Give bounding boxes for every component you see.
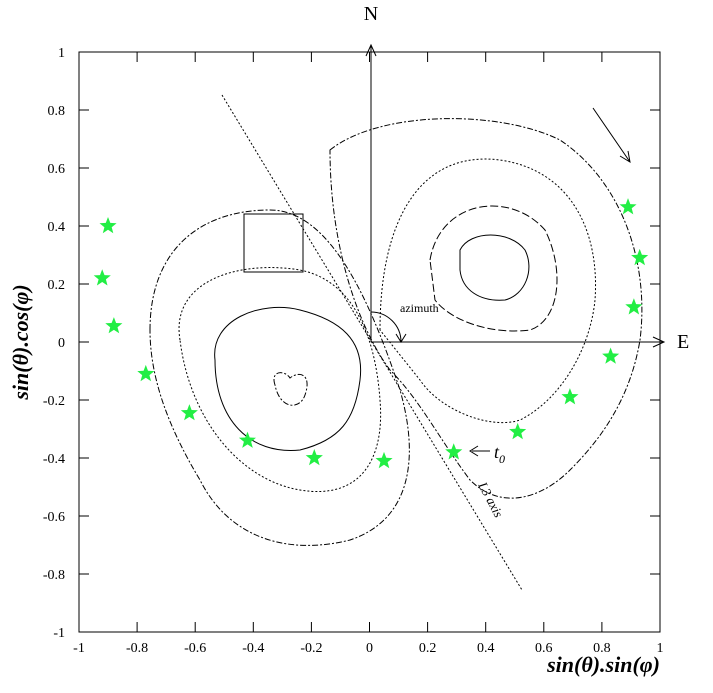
star-marker	[137, 364, 155, 382]
t0-label: t0	[494, 442, 505, 466]
star-marker	[631, 248, 649, 266]
star-marker	[619, 198, 637, 215]
star-marker	[602, 347, 620, 364]
x-tick-label: -1	[73, 641, 85, 656]
x-tick-label: -0.6	[184, 641, 206, 656]
x-tick-label: 0.8	[593, 641, 611, 656]
x-tick-label: 1	[657, 641, 664, 656]
star-marker	[93, 269, 111, 286]
contours	[149, 43, 666, 591]
y-tick-label: 1	[58, 46, 65, 61]
x-tick-label: 0.4	[477, 641, 495, 656]
x-tick-label: 0	[366, 641, 373, 656]
y-tick-label: 0.8	[48, 104, 66, 119]
azimuth-label: azimuth	[400, 301, 439, 315]
y-tick-label: -0.8	[43, 568, 65, 583]
star-marker	[99, 217, 117, 234]
y-tick-label: -0.4	[43, 452, 65, 467]
north-label: N	[364, 3, 378, 25]
y-tick-label: 0.4	[48, 220, 66, 235]
star-marker	[445, 443, 463, 460]
star-marker	[305, 449, 323, 466]
east-label: E	[677, 331, 689, 353]
star-marker	[238, 431, 256, 448]
t0-text: t	[494, 442, 500, 462]
y-tick-label: -0.2	[43, 394, 65, 409]
l3-label: L3 axis	[475, 478, 507, 519]
star-marker	[561, 388, 579, 405]
x-tick-label: 0.6	[535, 641, 553, 656]
y-tick-label: 0.2	[48, 278, 66, 293]
y-tick-label: -0.6	[43, 510, 65, 525]
y-tick-label: 0	[58, 336, 65, 351]
star-marker	[180, 404, 198, 421]
star-marker	[625, 298, 643, 315]
star-marker	[105, 317, 123, 334]
x-tick-label: -0.4	[242, 641, 264, 656]
star-marker	[375, 451, 393, 469]
t0-subscript: 0	[499, 452, 505, 466]
x-tick-label: 0.2	[419, 641, 437, 656]
x-axis-label: sin(θ).sin(φ)	[546, 652, 660, 677]
x-tick-label: -0.2	[300, 641, 322, 656]
y-tick-label: -1	[53, 626, 65, 641]
y-tick-label: 0.6	[48, 162, 66, 177]
y-axis-label: sin(θ).cos(φ)	[8, 284, 33, 400]
star-marker	[509, 422, 527, 440]
x-tick-label: -0.8	[126, 641, 148, 656]
